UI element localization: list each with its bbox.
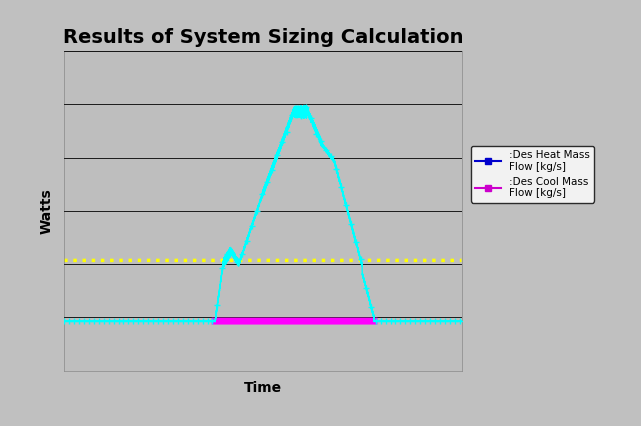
Title: Results of System Sizing Calculation: Results of System Sizing Calculation	[63, 28, 463, 47]
X-axis label: Time: Time	[244, 381, 282, 395]
Legend: :Des Heat Mass
Flow [kg/s], :Des Cool Mass
Flow [kg/s]: :Des Heat Mass Flow [kg/s], :Des Cool Ma…	[470, 146, 594, 202]
Y-axis label: Watts: Watts	[40, 188, 54, 234]
